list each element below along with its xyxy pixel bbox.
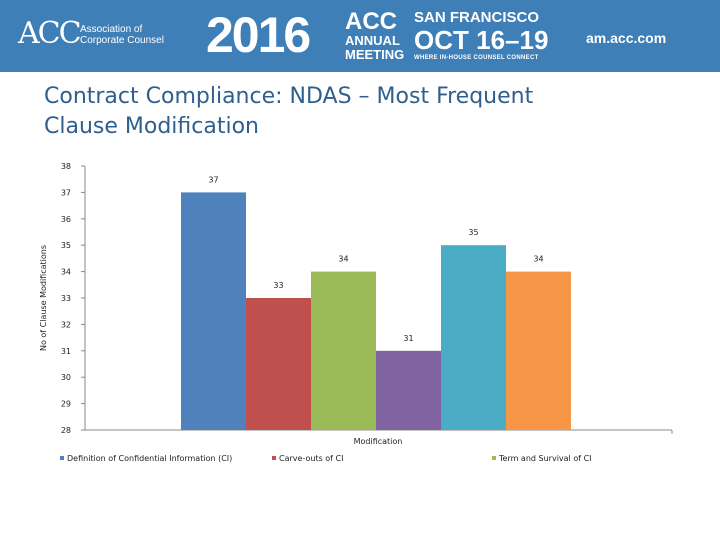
y-tick-label: 34 bbox=[61, 268, 71, 277]
legend-swatch bbox=[60, 456, 64, 460]
event-year: 2016 bbox=[206, 7, 311, 63]
data-label: 37 bbox=[208, 175, 218, 184]
legend-swatch bbox=[272, 456, 276, 460]
bar bbox=[181, 192, 246, 430]
bar bbox=[376, 350, 441, 430]
conference-meeting: MEETING bbox=[345, 47, 405, 62]
bar bbox=[311, 271, 376, 430]
y-tick-label: 32 bbox=[61, 320, 71, 329]
conference-annual: ANNUAL bbox=[345, 33, 400, 48]
legend-entry: Carve-outs of CI bbox=[279, 454, 343, 463]
y-tick-label: 28 bbox=[61, 426, 71, 435]
event-dates: OCT 16–19 bbox=[414, 25, 549, 55]
bar bbox=[441, 245, 506, 430]
logo-mark: ACC bbox=[18, 16, 82, 51]
y-tick-label: 35 bbox=[61, 241, 71, 250]
legend-entry: Definition of Confidential Information (… bbox=[67, 454, 232, 463]
site-link[interactable]: am.acc.com bbox=[586, 30, 667, 46]
y-tick-label: 30 bbox=[61, 373, 71, 382]
y-tick-label: 31 bbox=[61, 347, 71, 356]
event-info: SAN FRANCISCO OCT 16–19 WHERE IN-HOUSE C… bbox=[414, 10, 548, 63]
y-tick-label: 37 bbox=[61, 188, 71, 197]
data-label: 35 bbox=[468, 228, 478, 237]
y-tick-label: 36 bbox=[61, 215, 71, 224]
slide-title: Contract Compliance: NDAS – Most Frequen… bbox=[44, 84, 534, 139]
conference-name: ACC ANNUAL MEETING bbox=[345, 10, 404, 62]
legend-entry: Term and Survival of CI bbox=[498, 454, 592, 463]
x-axis-title: Modification bbox=[354, 437, 403, 446]
data-label: 34 bbox=[533, 255, 543, 264]
data-label: 33 bbox=[273, 281, 283, 290]
logo-org-name: Association of Corporate Counsel bbox=[80, 24, 164, 46]
event-city: SAN FRANCISCO bbox=[414, 9, 540, 26]
data-label: 34 bbox=[338, 255, 348, 264]
y-axis-title: No of Clause Modifications bbox=[39, 245, 48, 351]
y-tick-label: 33 bbox=[61, 294, 71, 303]
y-tick-label: 29 bbox=[61, 400, 71, 409]
event-tagline: WHERE IN-HOUSE COUNSEL CONNECT bbox=[414, 55, 539, 61]
bar bbox=[246, 298, 311, 430]
bar bbox=[506, 271, 571, 430]
y-tick-label: 38 bbox=[61, 162, 71, 171]
data-label: 31 bbox=[403, 334, 413, 343]
legend-swatch bbox=[492, 456, 496, 460]
header-banner: ACC Association of Corporate Counsel 201… bbox=[0, 0, 720, 72]
conference-acc: ACC bbox=[345, 8, 397, 35]
